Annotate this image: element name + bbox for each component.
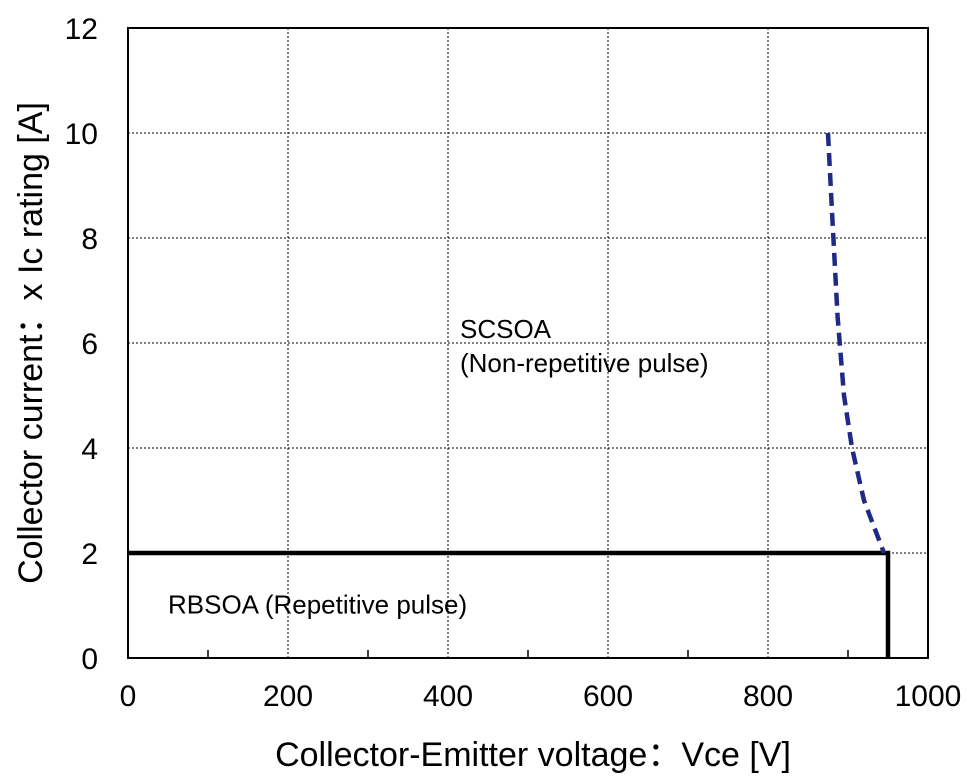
y-tick-label-8: 8 [81, 223, 98, 256]
series-line-0 [128, 550, 891, 658]
x-tick-label-200: 200 [263, 680, 313, 713]
annotation-1: RBSOA (Repetitive pulse) [168, 589, 467, 619]
tick-labels: 0 200 400 600 800 1000 0 2 4 6 8 10 12 [65, 13, 962, 713]
y-tick-label-12: 12 [65, 13, 98, 46]
y-tick-label-2: 2 [81, 538, 98, 571]
series-line-1 [825, 132, 887, 554]
y-axis-title: Collector current：x Ic rating [A] [12, 102, 50, 584]
annotation-1-line-0: RBSOA (Repetitive pulse) [168, 589, 467, 619]
y-tick-label-4: 4 [81, 433, 98, 466]
x-tick-label-400: 400 [423, 680, 473, 713]
y-tick-label-0: 0 [81, 643, 98, 676]
minor-ticks [207, 650, 849, 658]
series-layer [128, 132, 891, 658]
x-tick-label-1000: 1000 [895, 680, 962, 713]
x-axis-title: Collector-Emitter voltage：Vce [V] [275, 736, 791, 774]
annotation-0: SCSOA (Non-repetitive pulse) [460, 314, 709, 378]
annotation-0-line-0: SCSOA [460, 314, 552, 344]
x-tick-label-0: 0 [120, 680, 137, 713]
y-tick-label-6: 6 [81, 328, 98, 361]
plot-area-frame [127, 27, 929, 659]
annotation-0-line-1: (Non-repetitive pulse) [460, 348, 709, 378]
annotations: SCSOA (Non-repetitive pulse) RBSOA (Repeti… [168, 314, 709, 620]
y-tick-label-10: 10 [65, 118, 98, 151]
x-tick-label-800: 800 [743, 680, 793, 713]
x-tick-label-600: 600 [583, 680, 633, 713]
